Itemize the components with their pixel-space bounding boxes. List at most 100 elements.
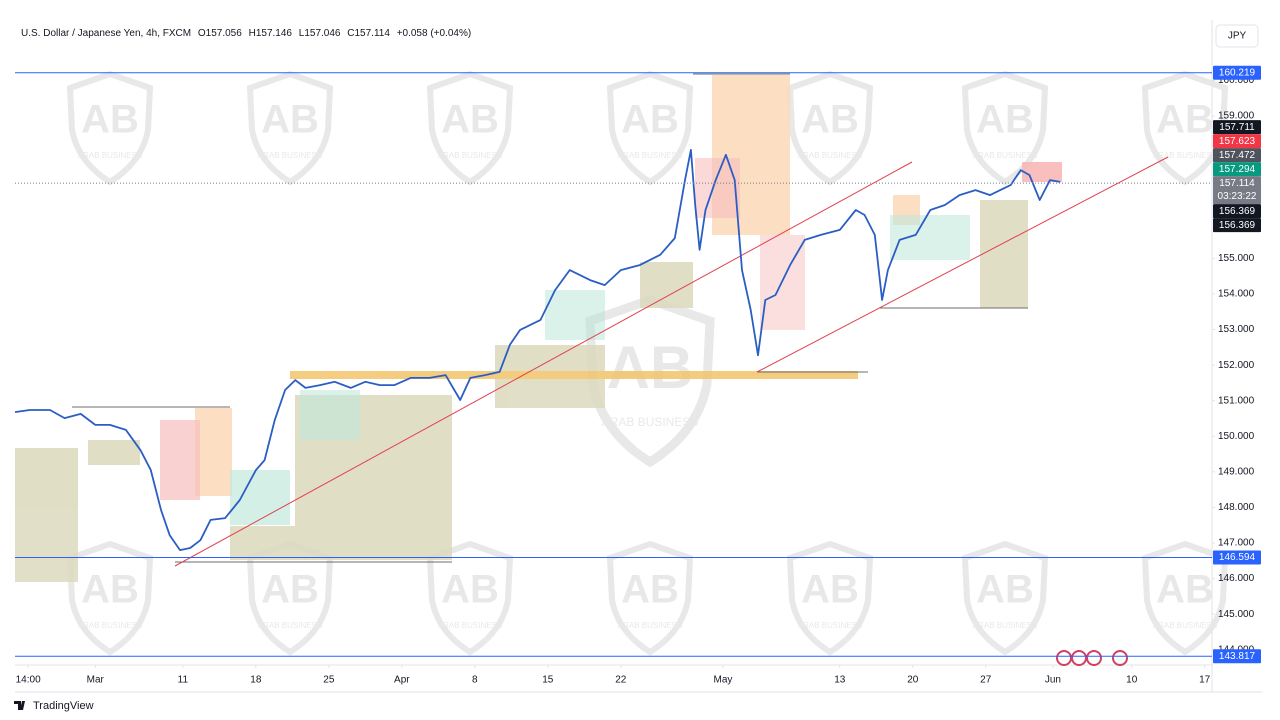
price-tag: [1213, 176, 1261, 205]
price-tag-label: 157.623: [1219, 136, 1256, 147]
demand-zone: [88, 440, 140, 465]
x-tick-label: 17: [1199, 675, 1211, 686]
gradient-zone: [300, 390, 360, 440]
ohlc-value: 157.046: [304, 28, 341, 39]
price-tag-label: 157.711: [1219, 122, 1255, 133]
watermark: AB ARAB BUSINESS: [606, 540, 694, 656]
gradient-zone: [890, 215, 970, 260]
watermark: AB ARAB BUSINESS: [426, 540, 514, 656]
price-tag: [1213, 204, 1261, 219]
watermark-monogram: AB: [607, 334, 694, 401]
watermark-shield: [66, 540, 154, 656]
watermark-shield: [606, 540, 694, 656]
watermark-shield: [1141, 540, 1229, 656]
y-tick-label: 160.000: [1218, 75, 1255, 86]
currency-button[interactable]: [1215, 24, 1259, 48]
event-icon[interactable]: [1112, 650, 1128, 666]
price-tag: [1213, 120, 1261, 135]
watermark-text: ARAB BUSINESS: [618, 621, 682, 630]
watermark-monogram: AB: [621, 568, 679, 612]
watermark-monogram: AB: [81, 98, 139, 142]
brand-logo: [14, 701, 25, 710]
watermark-monogram: AB: [621, 98, 679, 142]
x-tick-label: 22: [615, 675, 627, 686]
brand: TradingView: [14, 700, 94, 712]
watermark-monogram: AB: [1156, 98, 1214, 142]
x-tick-label: 27: [980, 675, 992, 686]
event-icon[interactable]: [1071, 650, 1087, 666]
watermarks: AB ARAB BUSINESS AB ARAB BUSINESS AB ARAB BUS…: [66, 70, 1229, 656]
watermark-monogram: AB: [801, 98, 859, 142]
supply-zone: [1022, 162, 1062, 182]
y-tick-label: 159.000: [1218, 111, 1255, 122]
event-icon[interactable]: [1056, 650, 1072, 666]
watermark: AB ARAB BUSINESS: [246, 70, 334, 186]
zones: [15, 73, 1062, 582]
y-tick-label: 153.000: [1218, 324, 1255, 335]
watermark-shield: [786, 70, 874, 186]
x-tick-label: May: [714, 675, 733, 686]
watermark: AB ARAB BUSINESS: [66, 70, 154, 186]
watermark-text: ARAB BUSINESS: [973, 151, 1037, 160]
price-tag: [1213, 218, 1261, 233]
watermark-shield: [606, 70, 694, 186]
event-icon[interactable]: [1086, 650, 1102, 666]
x-tick-label: Jun: [1045, 675, 1061, 686]
demand-zone: [980, 200, 1028, 308]
watermark-text: ARAB BUSINESS: [618, 151, 682, 160]
watermark: AB ARAB BUSINESS: [246, 540, 334, 656]
y-tick-label: 151.000: [1218, 395, 1255, 406]
trend-line: [756, 156, 1169, 373]
legend-header: U.S. Dollar / Japanese Yen, 4h, FXCM O15…: [21, 28, 471, 39]
x-tick-label: 11: [178, 675, 189, 686]
watermark-monogram: AB: [801, 568, 859, 612]
x-tick-label: 8: [472, 675, 478, 686]
y-tick-label: 148.000: [1218, 502, 1255, 513]
watermark: AB ARAB BUSINESS: [606, 70, 694, 186]
y-tick-label: 149.000: [1218, 467, 1255, 478]
price-tag: [1213, 649, 1261, 664]
gradient-zone: [160, 420, 200, 500]
x-tick-label: 14:00: [16, 675, 41, 686]
watermark: AB ARAB BUSINESS: [66, 540, 154, 656]
watermark: AB ARAB BUSINESS: [961, 540, 1049, 656]
price-tag: [1213, 148, 1261, 163]
watermark-text: ARAB BUSINESS: [78, 621, 142, 630]
price-tag-label: 156.369: [1219, 206, 1256, 217]
watermark: AB ARAB BUSINESS: [786, 540, 874, 656]
watermark: AB ARAB BUSINESS: [1141, 70, 1229, 186]
y-tick-label: 147.000: [1218, 538, 1255, 549]
watermark-monogram: AB: [441, 98, 499, 142]
plot: [14, 149, 1061, 551]
watermark-shield: [246, 540, 334, 656]
price-tag-label: 143.817: [1219, 651, 1256, 662]
watermark-text: ARAB BUSINESS: [973, 621, 1037, 630]
symbol: U.S. Dollar / Japanese Yen, 4h, FXCM: [21, 28, 191, 39]
ohlc-label: O: [198, 28, 206, 39]
gradient-zone: [545, 290, 605, 340]
watermark-text: ARAB BUSINESS: [438, 621, 502, 630]
watermark-shield: [961, 540, 1049, 656]
key-zone: [290, 371, 858, 379]
demand-zone: [640, 262, 693, 308]
watermark-text: ARAB BUSINESS: [602, 415, 699, 429]
watermark-monogram: AB: [261, 98, 319, 142]
watermark: AB ARAB BUSINESS: [1141, 540, 1229, 656]
watermark: AB ARAB BUSINESS: [961, 70, 1049, 186]
watermark-shield: [246, 70, 334, 186]
currency-label[interactable]: JPY: [1228, 31, 1247, 42]
ohlc-value: 157.056: [206, 28, 243, 39]
watermark-monogram: AB: [976, 568, 1034, 612]
y-tick-label: 152.000: [1218, 360, 1255, 371]
ohlc-label: C: [347, 28, 354, 39]
y-tick-label: 155.000: [1218, 253, 1255, 264]
price-tag-label: 157.114: [1219, 178, 1255, 189]
ohlc-label: H: [249, 28, 256, 39]
price-tag-label: 157.472: [1219, 150, 1256, 161]
watermark-text: ARAB BUSINESS: [258, 151, 322, 160]
x-tick-label: 18: [250, 675, 262, 686]
price-tag: [1213, 550, 1261, 565]
price-line: [14, 149, 1061, 551]
